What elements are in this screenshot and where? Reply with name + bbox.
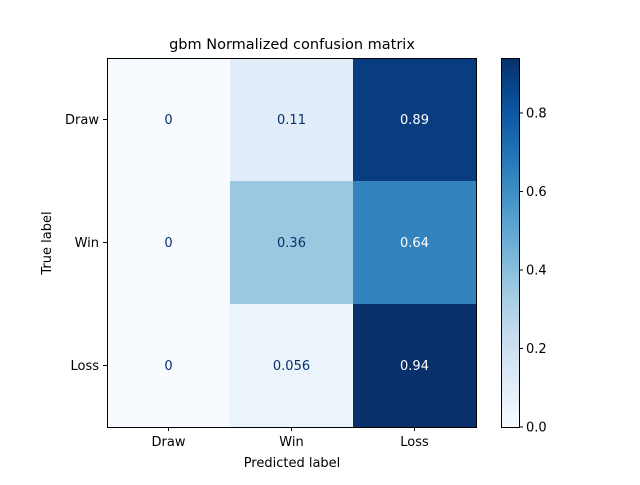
heatmap-cell <box>353 58 477 182</box>
colorbar-tick-label: 0.0 <box>526 421 547 436</box>
colorbar-tick-label: 0.6 <box>526 185 547 200</box>
heatmap-cell <box>107 304 231 428</box>
colorbar-tick-label: 0.8 <box>526 106 547 121</box>
heatmap-cell <box>230 181 354 305</box>
y-tick-label: Draw <box>65 113 99 128</box>
y-axis-ticks: Draw Win Loss <box>65 113 107 374</box>
heatmap-cell <box>353 181 477 305</box>
x-tick-label: Win <box>279 435 303 450</box>
y-axis-label: True label <box>40 211 55 275</box>
colorbar-tick-label: 0.4 <box>526 263 547 278</box>
cell-value-label: 0.11 <box>277 113 306 128</box>
cell-value-label: 0.64 <box>400 236 429 251</box>
cell-value-label: 0.94 <box>400 359 429 374</box>
colorbar-ticks: 0.0 0.2 0.4 0.6 0.8 <box>519 106 547 436</box>
cell-value-label: 0 <box>164 359 172 374</box>
heatmap-cell <box>353 304 477 428</box>
cell-value-label: 0 <box>164 236 172 251</box>
heatmap-cell <box>230 304 354 428</box>
cell-labels: 0 0.11 0.89 0 0.36 0.64 0 0.056 0.94 <box>164 113 429 374</box>
y-tick-label: Win <box>75 236 99 251</box>
colorbar-frame <box>501 58 520 428</box>
heatmap-cell <box>107 181 231 305</box>
y-tick-label: Loss <box>70 359 99 374</box>
cell-value-label: 0.89 <box>400 113 429 128</box>
cell-value-label: 0.36 <box>277 236 306 251</box>
cell-value-label: 0 <box>164 113 172 128</box>
x-axis-label: Predicted label <box>244 456 341 471</box>
heatmap-cells <box>107 58 477 428</box>
x-axis-ticks: Draw Win Loss <box>152 427 429 450</box>
colorbar-tick-label: 0.2 <box>526 342 547 357</box>
colorbar <box>501 58 519 427</box>
heatmap-cell <box>230 58 354 182</box>
x-tick-label: Loss <box>400 435 429 450</box>
cell-value-label: 0.056 <box>273 359 310 374</box>
heatmap-cell <box>107 58 231 182</box>
chart-title: gbm Normalized confusion matrix <box>169 37 415 53</box>
x-tick-label: Draw <box>152 435 186 450</box>
